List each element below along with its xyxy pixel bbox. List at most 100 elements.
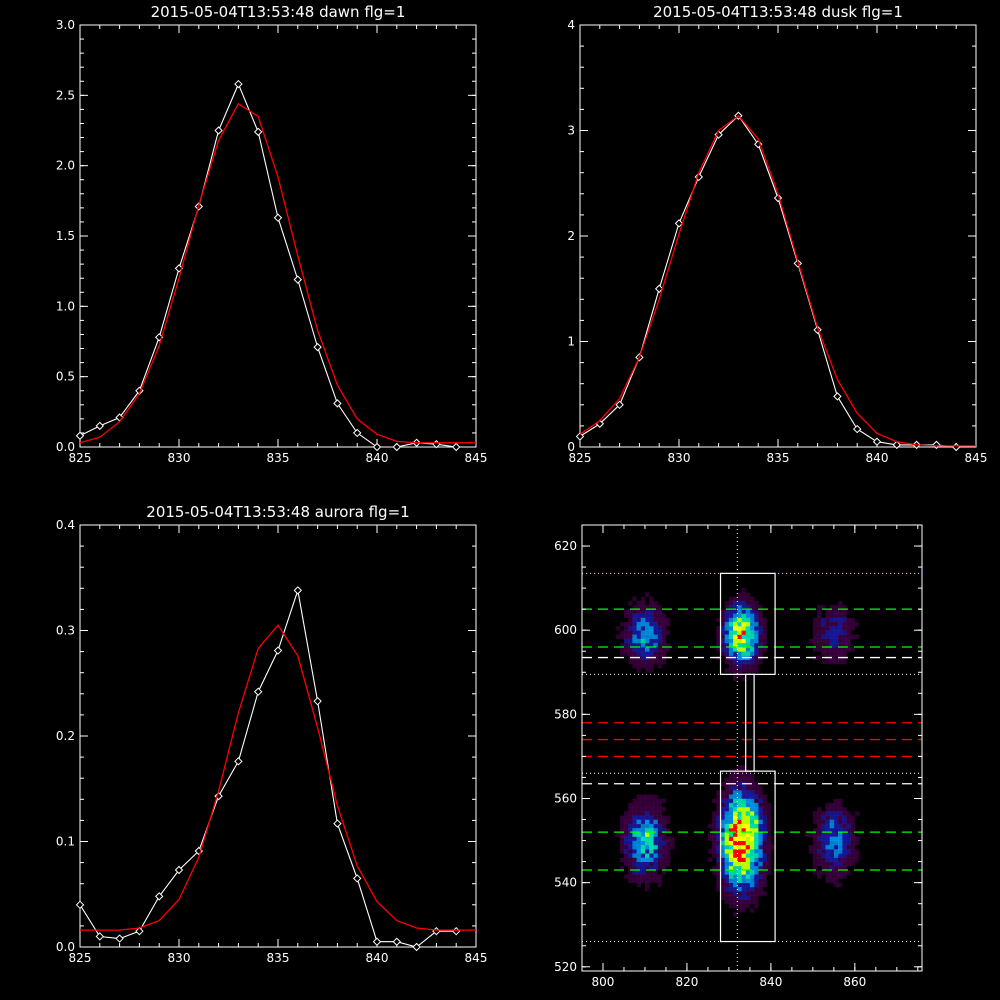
heatmap-pixel [821, 840, 826, 846]
heatmap-pixel [670, 798, 675, 804]
heatmap-pixel [695, 659, 700, 665]
heatmap-pixel [619, 849, 625, 854]
heatmap-pixel [775, 806, 780, 812]
heatmap-pixel [661, 638, 667, 644]
heatmap-pixel [724, 617, 730, 623]
heatmap-pixel [762, 638, 768, 644]
heatmap-pixel [758, 596, 763, 602]
heatmap-pixel [674, 819, 679, 825]
heatmap-pixel [724, 962, 730, 968]
heatmap-pixel [624, 806, 629, 812]
heatmap-pixel [645, 815, 650, 820]
heatmap-pixel [863, 806, 868, 812]
heatmap-pixel [640, 857, 646, 862]
heatmap-pixel [661, 874, 667, 879]
heatmap-pixel [825, 882, 831, 888]
heatmap-pixel [691, 546, 696, 551]
heatmap-pixel [863, 794, 868, 799]
heatmap-pixel [653, 647, 658, 652]
heatmap-pixel [666, 571, 671, 576]
heatmap-pixel [901, 626, 906, 631]
heatmap-pixel [762, 819, 768, 825]
heatmap-pixel [863, 823, 868, 829]
heatmap-pixel [850, 806, 856, 812]
heatmap-pixel [808, 815, 814, 820]
heatmap-pixel [640, 794, 646, 799]
heatmap-pixel [808, 668, 814, 673]
heatmap-pixel [632, 802, 637, 808]
heatmap-pixel [741, 735, 747, 740]
heatmap-pixel [678, 832, 684, 837]
heatmap-pixel [745, 604, 751, 610]
heatmap-pixel [842, 886, 847, 892]
heatmap-pixel [691, 802, 696, 808]
heatmap-pixel [766, 891, 772, 896]
heatmap-pixel [670, 861, 675, 867]
heatmap-pixel [741, 785, 747, 791]
heatmap-pixel [821, 790, 826, 795]
heatmap-pixel [728, 874, 734, 879]
heatmap-pixel [804, 819, 810, 825]
heatmap-pixel [624, 823, 629, 829]
x-tick-label: 845 [465, 451, 488, 465]
heatmap-pixel [716, 882, 721, 888]
heatmap-pixel [737, 790, 742, 795]
heatmap-pixel [707, 844, 713, 850]
heatmap-pixel [645, 958, 650, 963]
heatmap-pixel [749, 798, 755, 804]
heatmap-pixel [640, 621, 646, 627]
heatmap-pixel [842, 891, 847, 896]
heatmap-pixel [628, 924, 633, 930]
heatmap-pixel [653, 790, 658, 795]
data-point [392, 937, 402, 946]
heatmap-pixel [674, 853, 679, 858]
heatmap-pixel [611, 621, 616, 627]
heatmap-pixel [666, 836, 671, 841]
heatmap-pixel [749, 592, 755, 597]
heatmap-pixel [619, 794, 625, 799]
heatmap-pixel [632, 832, 637, 837]
heatmap-pixel [619, 870, 625, 875]
heatmap-pixel [838, 583, 843, 589]
heatmap-pixel [762, 663, 768, 669]
heatmap-pixel [712, 647, 717, 652]
heatmap-pixel [838, 907, 843, 913]
heatmap-pixel [611, 790, 616, 795]
heatmap-pixel [657, 642, 663, 648]
heatmap-pixel [875, 819, 881, 825]
heatmap-pixel [859, 865, 864, 871]
heatmap-pixel [905, 764, 910, 770]
heatmap-pixel [745, 895, 751, 900]
heatmap-pixel [762, 899, 768, 905]
heatmap-pixel [615, 933, 621, 938]
heatmap-pixel [817, 832, 822, 837]
heatmap-pixel [619, 958, 625, 963]
heatmap-pixel [636, 802, 642, 808]
heatmap-pixel [775, 790, 780, 795]
heatmap-pixel [645, 684, 650, 690]
heatmap-pixel [766, 836, 772, 841]
heatmap-pixel [628, 785, 633, 791]
heatmap-pixel [880, 798, 885, 804]
heatmap-pixel [829, 874, 835, 879]
heatmap-pixel [628, 651, 633, 656]
heatmap-pixel [846, 874, 851, 879]
heatmap-pixel [821, 642, 826, 648]
heatmap-pixel [825, 676, 831, 682]
heatmap-pixel [619, 857, 625, 862]
heatmap-pixel [716, 668, 721, 673]
heatmap-pixel [678, 815, 684, 820]
heatmap-pixel [741, 874, 747, 879]
heatmap-pixel [812, 634, 818, 639]
heatmap-pixel [682, 903, 688, 909]
heatmap-pixel [603, 857, 608, 862]
heatmap-pixel [842, 836, 847, 841]
heatmap-pixel [808, 916, 814, 921]
heatmap-pixel [791, 853, 797, 858]
heatmap-pixel [661, 621, 667, 627]
heatmap-pixel [724, 659, 730, 665]
heatmap-pixel [632, 773, 637, 778]
heatmap-pixel [724, 689, 730, 694]
heatmap-pixel [716, 604, 721, 610]
heatmap-pixel [661, 861, 667, 867]
